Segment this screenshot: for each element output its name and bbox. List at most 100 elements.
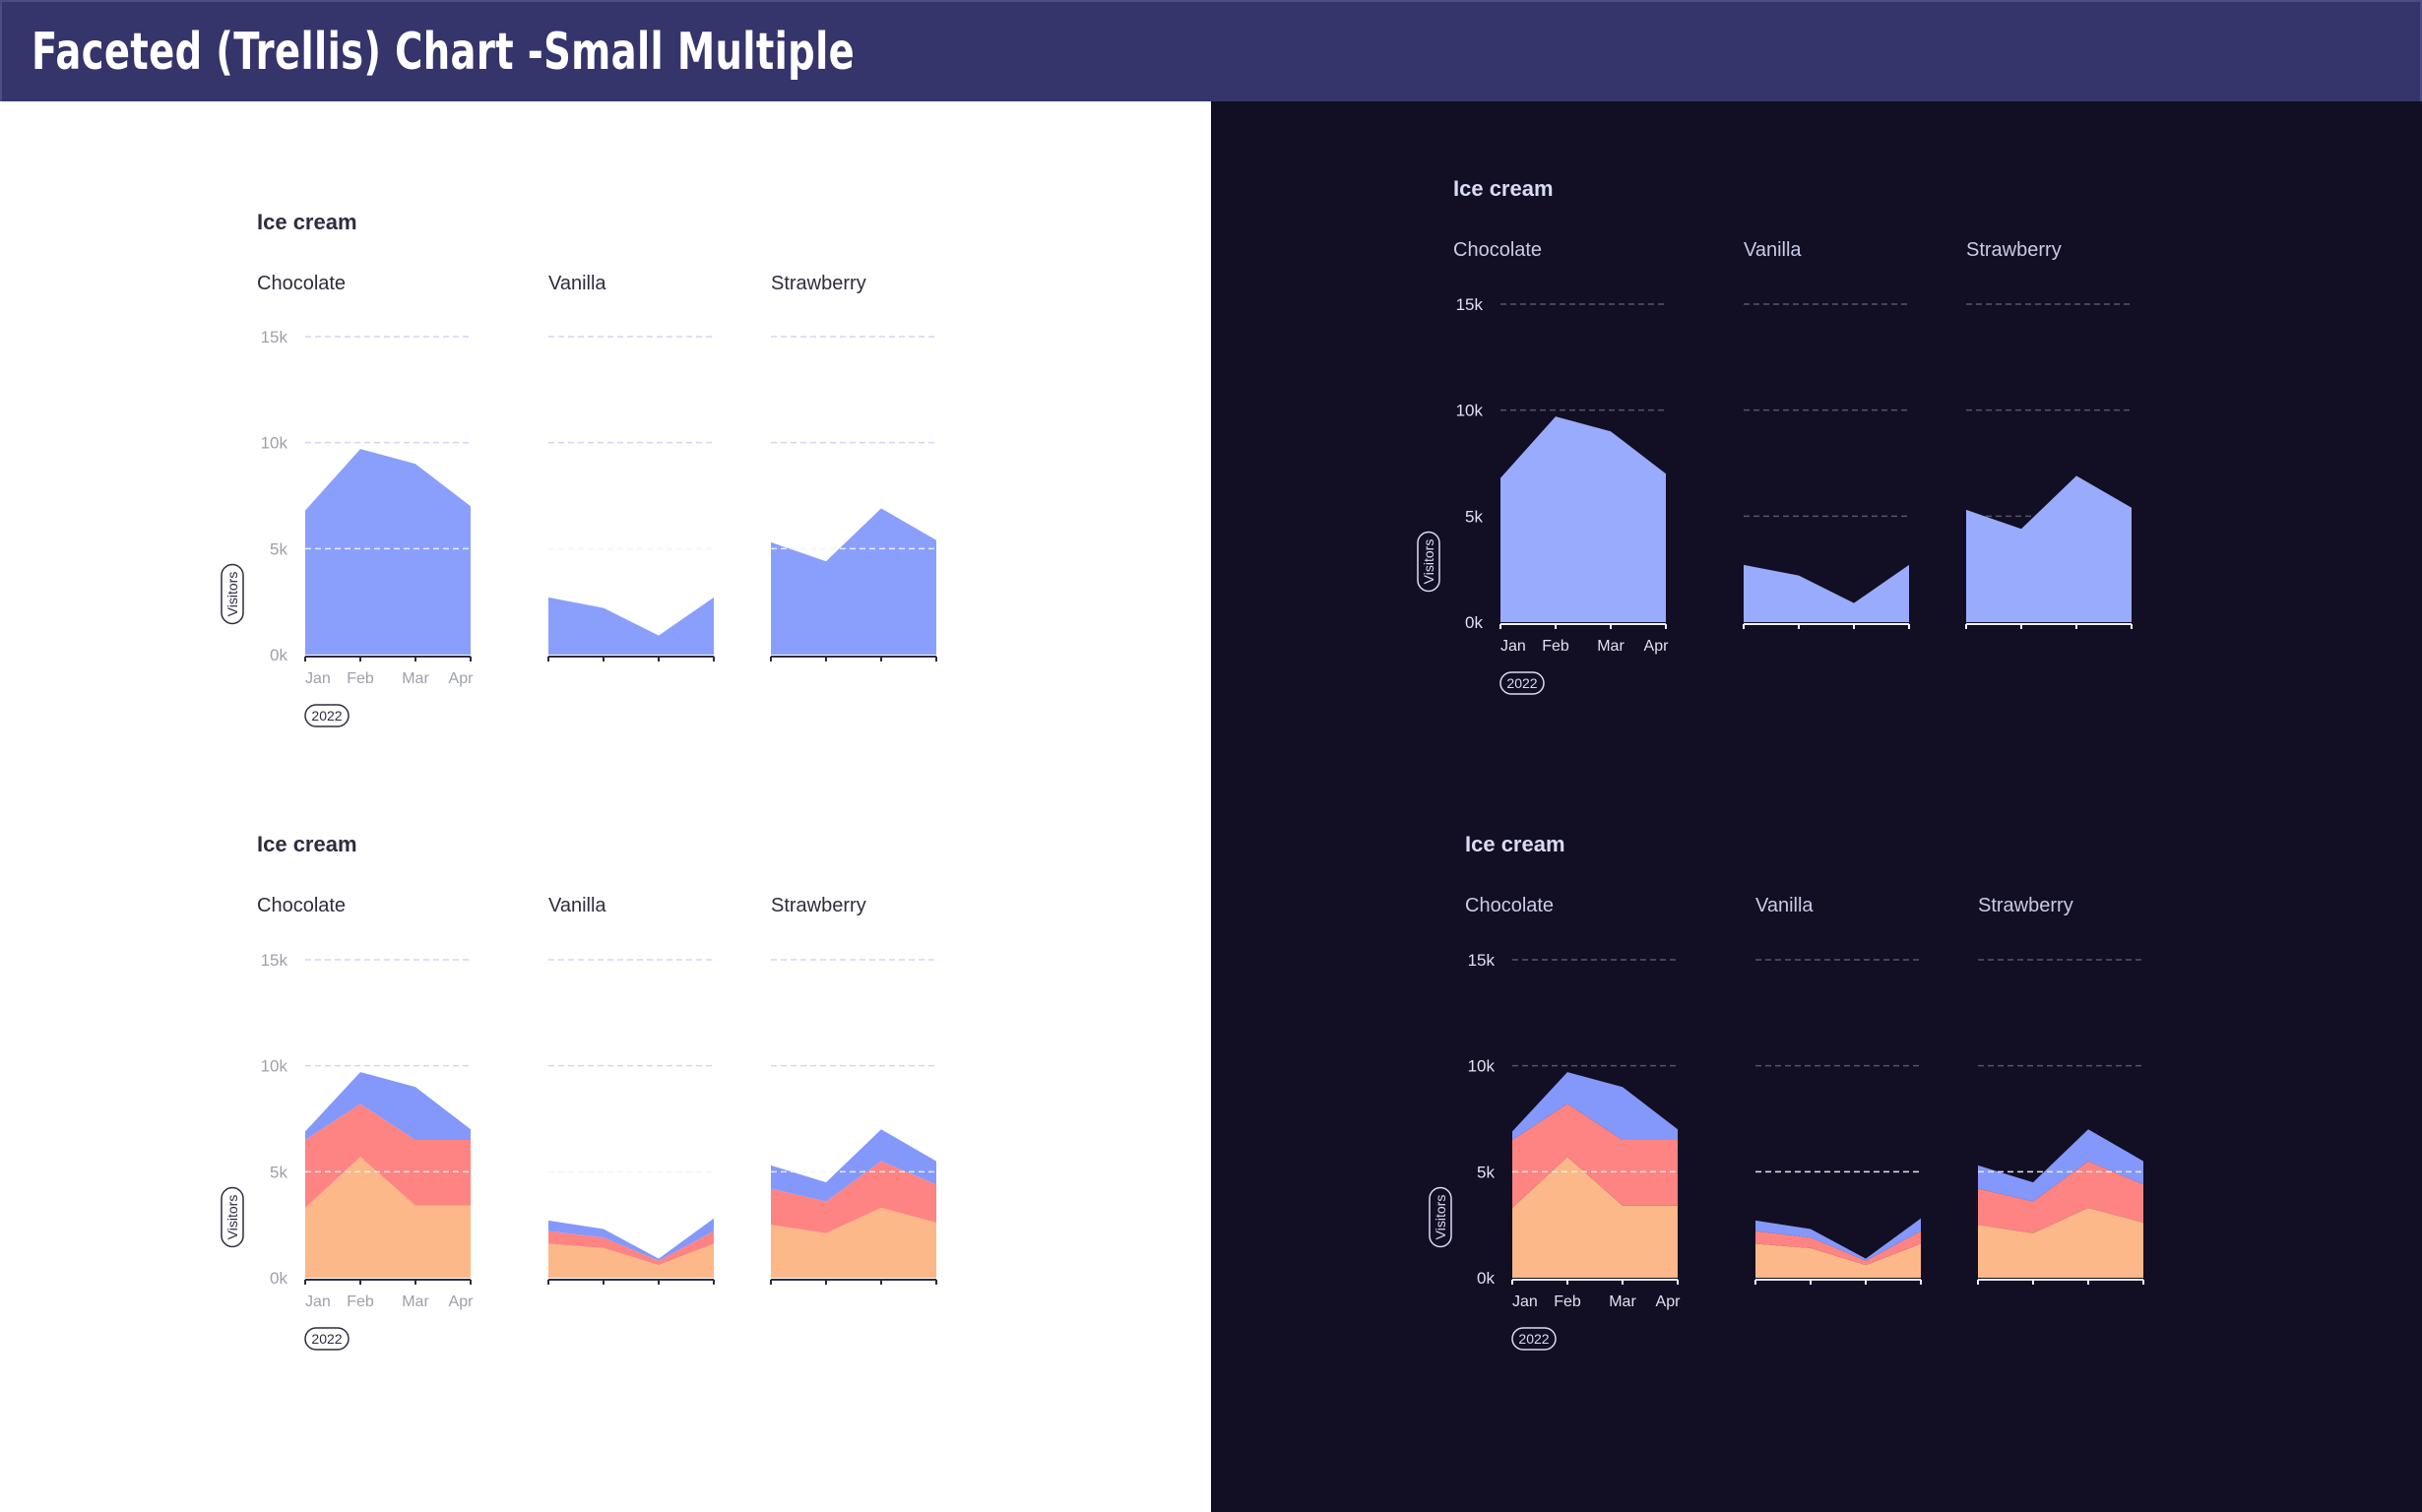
area-strawberry: [1966, 475, 2132, 622]
chart-dark-single: Ice cream 0k 5k 10k 15k Visitors Chocolate Jan F…: [1417, 176, 2133, 695]
facet-title: Strawberry: [771, 895, 866, 916]
badge-outline: [304, 704, 350, 727]
chart-dark-stacked: Ice cream 0k 5k 10k 15k Visitors Chocolate Jan F…: [1429, 832, 2144, 1351]
facet-title: Chocolate: [1465, 895, 1554, 916]
area-vanilla: [548, 597, 714, 655]
x-tick-label: Feb: [347, 1293, 374, 1310]
x-axis-year-label: 2022: [311, 708, 342, 724]
y-tick-label: 10k: [1468, 1057, 1496, 1076]
badge-outline: [221, 1186, 244, 1248]
x-tick-label: Mar: [402, 1293, 429, 1310]
y-axis-label-badge: Visitors: [1429, 1186, 1452, 1248]
area-strawberry: [305, 1072, 471, 1141]
x-tick-label: Jan: [1500, 638, 1526, 655]
y-tick-label: 15k: [261, 951, 288, 970]
y-tick-label: 0k: [1465, 613, 1483, 632]
y-tick-label: 5k: [270, 539, 287, 558]
area-strawberry: [1755, 1218, 1921, 1261]
y-tick-label: 15k: [1456, 295, 1484, 314]
area-chocolate: [1500, 416, 1666, 622]
x-tick-label: Apr: [449, 1293, 475, 1310]
facet-title: Vanilla: [1744, 239, 1802, 261]
x-tick-label: Jan: [1512, 1293, 1538, 1310]
area-chocolate: [305, 449, 471, 655]
area-strawberry: [1978, 1129, 2143, 1202]
facet-chocolate: Chocolate Jan Feb Mar Apr 2022: [257, 273, 475, 727]
y-axis-label-badge: Visitors: [221, 1186, 244, 1248]
area-vanilla: [305, 1103, 471, 1208]
area-strawberry: [1512, 1072, 1678, 1141]
y-tick-label: 10k: [261, 1057, 288, 1076]
y-tick-label: 15k: [1468, 951, 1496, 970]
x-tick-label: Mar: [1597, 638, 1625, 655]
page-header: Faceted (Trellis) Chart -Small Multiple: [0, 0, 2422, 101]
x-tick-label: Feb: [347, 670, 374, 687]
facet-strawberry: Strawberry: [770, 895, 937, 1285]
facet-strawberry: Strawberry: [770, 273, 937, 662]
chart-title: Ice cream: [257, 832, 357, 856]
y-tick-label: 5k: [270, 1163, 287, 1181]
x-axis-badge: 2022: [304, 704, 350, 727]
x-axis-year-label: 2022: [311, 1331, 342, 1347]
chart-title: Ice cream: [257, 210, 357, 234]
x-tick-label: Feb: [1542, 638, 1569, 655]
y-tick-label: 0k: [1477, 1269, 1495, 1288]
y-tick-label: 15k: [261, 328, 288, 346]
y-tick-label: 5k: [1477, 1163, 1495, 1181]
x-tick-label: Apr: [1644, 638, 1670, 655]
area-vanilla: [771, 1161, 936, 1233]
facet-chocolate: Chocolate Jan Feb Mar Apr 2022: [1453, 239, 1670, 695]
facet-title: Vanilla: [1755, 895, 1814, 916]
page-title: Faceted (Trellis) Chart -Small Multiple: [32, 23, 856, 82]
facet-title: Vanilla: [548, 273, 606, 294]
y-axis-label-badge: Visitors: [1417, 531, 1440, 593]
chart-title: Ice cream: [1453, 176, 1554, 201]
x-axis-year-label: 2022: [1518, 1331, 1549, 1347]
facet-title: Strawberry: [1978, 895, 2073, 916]
x-axis-badge: 2022: [1511, 1327, 1557, 1351]
facet-title: Chocolate: [257, 273, 346, 294]
area-chocolate: [548, 1243, 714, 1278]
y-tick-label: 0k: [270, 1269, 287, 1288]
y-tick-label: 10k: [1456, 402, 1484, 420]
area-strawberry: [771, 508, 936, 655]
chart-light-stacked: Ice cream 0k 5k 10k 15k Visitors Chocolate Jan F…: [221, 832, 937, 1351]
facet-vanilla: Vanilla: [1754, 895, 1922, 1285]
badge-outline: [1511, 1327, 1557, 1351]
area-strawberry: [771, 1129, 936, 1202]
area-chocolate: [305, 1157, 471, 1278]
x-tick-label: Feb: [1554, 1293, 1581, 1310]
area-chocolate: [771, 1207, 936, 1278]
facet-vanilla: Vanilla: [547, 273, 715, 662]
area-vanilla: [1744, 564, 1909, 622]
x-tick-label: Jan: [305, 1293, 331, 1310]
y-axis-label: Visitors: [224, 572, 240, 617]
facet-strawberry: Strawberry: [1977, 895, 2144, 1285]
y-tick-label: 5k: [1465, 507, 1483, 526]
area-vanilla: [1512, 1103, 1678, 1208]
chart-title: Ice cream: [1465, 832, 1565, 856]
facet-title: Chocolate: [257, 895, 346, 916]
x-axis-badge: 2022: [1499, 671, 1545, 695]
facet-vanilla: Vanilla: [547, 895, 715, 1285]
badge-outline: [1499, 671, 1545, 695]
x-tick-label: Apr: [449, 670, 475, 687]
badge-outline: [304, 1327, 350, 1351]
y-tick-label: 0k: [270, 646, 287, 664]
x-tick-label: Mar: [402, 670, 429, 687]
facet-strawberry: Strawberry: [1965, 239, 2133, 629]
y-axis-label-badge: Visitors: [221, 563, 244, 625]
chart-light-single: Ice cream 0k 5k 10k 15k Visitors Chocolate Jan F…: [221, 210, 937, 727]
facet-chocolate: Chocolate Jan Feb Mar Apr 2022: [1465, 895, 1681, 1351]
facet-vanilla: Vanilla: [1743, 239, 1910, 629]
area-chocolate: [1978, 1207, 2143, 1278]
area-strawberry: [548, 1218, 714, 1261]
y-axis-label: Visitors: [1433, 1195, 1448, 1240]
facet-chocolate: Chocolate Jan Feb Mar Apr 2022: [257, 895, 475, 1351]
x-tick-label: Mar: [1609, 1293, 1636, 1310]
y-axis-label: Visitors: [1421, 539, 1436, 585]
x-axis-badge: 2022: [304, 1327, 350, 1351]
area-vanilla: [548, 1230, 714, 1266]
y-tick-label: 10k: [261, 434, 288, 453]
